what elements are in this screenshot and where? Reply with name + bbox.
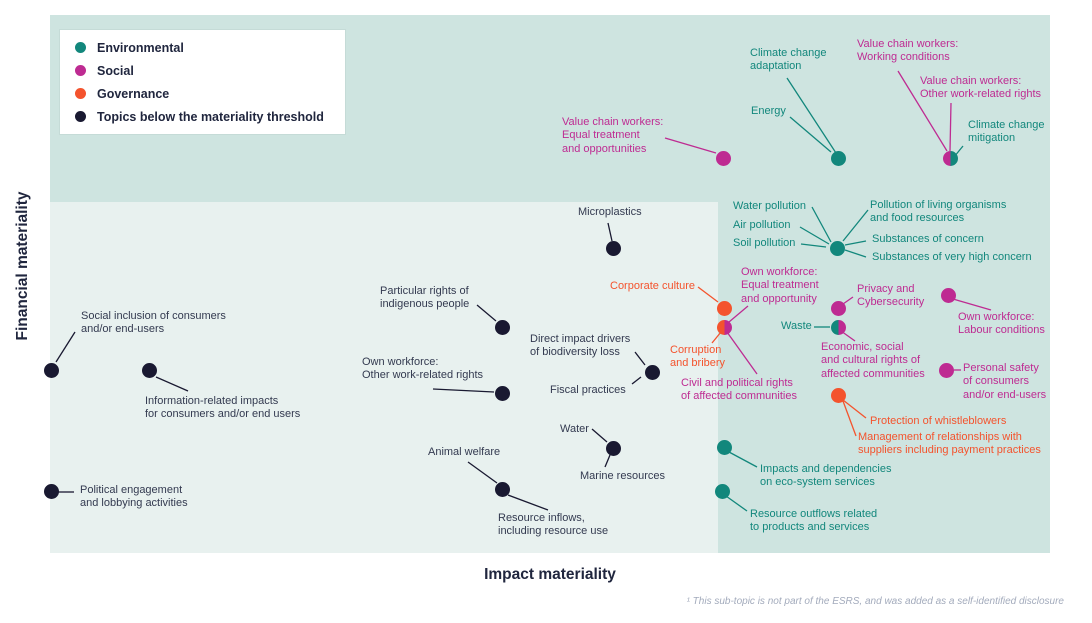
legend-dot-governance <box>75 88 86 99</box>
point-social-inclusion <box>43 362 59 378</box>
label-soil-pollution: Soil pollution <box>733 237 796 249</box>
legend-label-threshold: Topics below the materiality threshold <box>97 109 324 124</box>
label-vcw-other-rights: Value chain workers: Other work-related … <box>920 75 1042 101</box>
point-energy-climate-adaptation <box>830 150 846 166</box>
label-waste: Waste <box>781 320 812 332</box>
label-impacts-ecosystem: Impacts and dependencies on eco-system s… <box>760 463 892 489</box>
point-privacy-cybersecurity <box>830 300 846 316</box>
legend: Environmental Social Governance Topics belo… <box>60 30 345 134</box>
label-resource-outflows: Resource outflows related to products an… <box>750 508 878 534</box>
legend-dot-threshold <box>75 111 86 122</box>
label-substances-very-high-concern: Substances of very high concern <box>872 251 1032 263</box>
label-vcw-equal-treatment: Value chain workers: Equal treatment and… <box>562 116 664 155</box>
point-personal-safety <box>938 362 954 378</box>
label-climate-change-mitigation: Climate change mitigation <box>968 119 1045 145</box>
point-corruption-own-workforce-civil <box>716 319 732 335</box>
label-social-inclusion: Social inclusion of consumers and/or end… <box>81 310 226 336</box>
point-indigenous-people <box>494 319 510 335</box>
point-microplastics <box>605 240 621 256</box>
point-vcw-equal-treatment <box>715 150 731 166</box>
point-pollution-cluster <box>829 240 845 256</box>
point-impacts-ecosystem <box>716 439 732 455</box>
label-substances-of-concern: Substances of concern <box>872 233 984 245</box>
label-corporate-culture: Corporate culture <box>610 280 695 292</box>
label-protection-whistleblowers: Protection of whistleblowers <box>870 415 1007 427</box>
label-energy: Energy <box>751 105 786 117</box>
label-corruption-bribery: Corruption and bribery <box>670 344 726 370</box>
legend-item-environmental: Environmental <box>75 41 335 55</box>
label-water: Water <box>560 423 589 435</box>
footnote: ¹ This sub-topic is not part of the ESRS… <box>686 596 1064 607</box>
point-corporate-culture <box>716 300 732 316</box>
legend-dot-social <box>75 65 86 76</box>
label-resource-inflows: Resource inflows, including resource use <box>498 512 609 538</box>
label-own-workforce-equal: Own workforce: Equal treatment and oppor… <box>741 266 819 305</box>
legend-label-governance: Governance <box>97 86 170 101</box>
point-whistleblowers-suppliers <box>830 387 846 403</box>
label-management-suppliers: Management of relationships with supplie… <box>858 431 1041 457</box>
point-biodiversity-fiscal <box>644 364 660 380</box>
legend-item-governance: Governance <box>75 87 335 101</box>
legend-dot-environmental <box>75 42 86 53</box>
point-water-marine <box>605 440 621 456</box>
point-own-workforce-other <box>494 385 510 401</box>
label-biodiversity-loss: Direct impact drivers of biodiversity lo… <box>530 333 631 359</box>
label-pollution-living-organisms: Pollution of living organisms and food r… <box>870 199 1007 225</box>
legend-item-social: Social <box>75 64 335 78</box>
point-animal-welfare-resource-inflows <box>494 481 510 497</box>
point-waste-economic-social <box>830 319 846 335</box>
label-marine-resources: Marine resources <box>580 470 665 482</box>
label-own-workforce-other: Own workforce: Other work-related rights <box>362 356 484 382</box>
point-vcw-working-other-climate-mitigation <box>942 150 958 166</box>
label-fiscal-practices: Fiscal practices <box>550 384 626 396</box>
label-climate-change-adaptation: Climate change adaptation <box>750 47 827 73</box>
y-axis-title: Financial materiality <box>14 191 31 341</box>
label-information-related: Information-related impacts for consumer… <box>145 395 301 421</box>
legend-label-social: Social <box>97 63 134 78</box>
point-own-workforce-labour <box>940 287 956 303</box>
label-privacy-cybersecurity: Privacy and Cybersecurity <box>857 283 925 309</box>
label-microplastics: Microplastics <box>578 206 642 218</box>
legend-label-environmental: Environmental <box>97 40 184 55</box>
label-political-engagement: Political engagement and lobbying activi… <box>80 484 188 510</box>
label-animal-welfare: Animal welfare <box>428 446 501 458</box>
x-axis-title: Impact materiality <box>484 566 616 583</box>
label-personal-safety: Personal safety of consumers and/or end-… <box>963 362 1047 401</box>
label-civil-political-rights: Civil and political rights of affected c… <box>681 377 797 403</box>
point-resource-outflows <box>714 483 730 499</box>
point-information-related <box>141 362 157 378</box>
label-water-pollution: Water pollution <box>733 200 806 212</box>
label-air-pollution: Air pollution <box>733 219 791 231</box>
legend-item-threshold: Topics below the materiality threshold <box>75 110 335 124</box>
label-economic-social-cultural: Economic, social and cultural rights of … <box>821 341 925 380</box>
label-own-workforce-labour: Own workforce: Labour conditions <box>958 311 1045 337</box>
label-vcw-working-conditions: Value chain workers: Working conditions <box>857 38 959 64</box>
point-political-engagement <box>43 483 59 499</box>
label-indigenous-people: Particular rights of indigenous people <box>380 285 470 311</box>
